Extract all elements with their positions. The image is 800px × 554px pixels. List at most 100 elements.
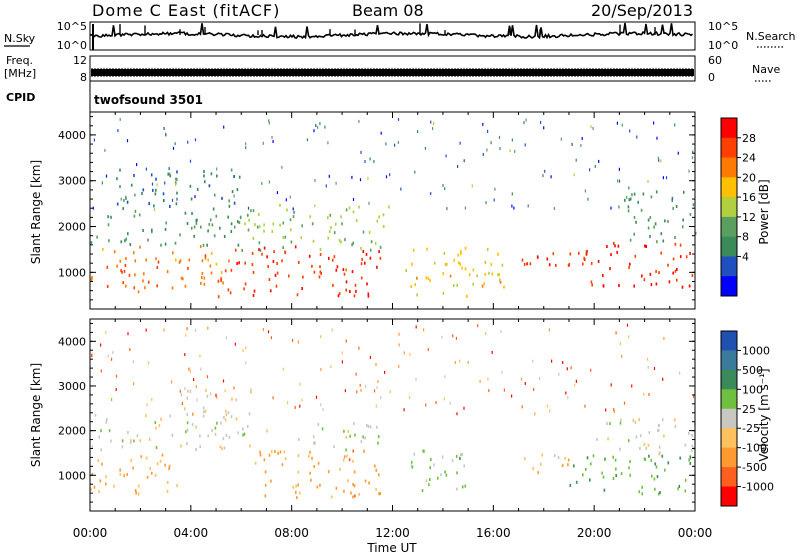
echo-cell <box>143 272 145 276</box>
echo-cell <box>108 239 110 243</box>
echo-cell <box>292 215 295 219</box>
echo-cell <box>249 444 251 448</box>
echo-cell <box>532 467 534 471</box>
echo-cell <box>160 243 162 247</box>
echo-cell <box>655 190 658 194</box>
echo-cell <box>376 265 378 269</box>
echo-cell <box>145 328 147 332</box>
echo-cell <box>415 377 417 381</box>
echo-cell <box>256 225 259 229</box>
echo-cell <box>210 271 213 275</box>
echo-cell <box>264 494 267 498</box>
echo-cell <box>338 292 341 295</box>
echo-cell <box>274 273 277 277</box>
echo-cell <box>634 420 637 424</box>
echo-cell <box>647 357 649 361</box>
echo-cell <box>335 268 338 272</box>
echo-cell <box>355 372 357 376</box>
echo-cell <box>107 223 110 227</box>
echo-cell <box>306 138 308 142</box>
echo-cell <box>483 282 485 286</box>
echo-cell <box>168 464 171 468</box>
echo-cell <box>155 257 157 261</box>
echo-cell <box>168 167 170 171</box>
echo-cell <box>619 447 621 451</box>
echo-cell <box>309 215 311 219</box>
echo-cell <box>208 222 211 226</box>
nsky-tick-top: 10^5 <box>57 20 87 33</box>
cpid-value: twofsound 3501 <box>94 93 203 107</box>
echo-cell <box>133 174 135 177</box>
echo-cell <box>276 262 278 265</box>
echo-cell <box>134 193 136 197</box>
echo-cell <box>649 234 651 238</box>
echo-cell <box>464 246 467 250</box>
echo-cell <box>136 434 139 438</box>
echo-cell <box>444 187 446 191</box>
echo-cell <box>188 258 191 262</box>
echo-cell <box>503 285 505 289</box>
echo-cell <box>614 244 616 248</box>
echo-cell <box>107 354 109 358</box>
power-colorbar: 28 24 20 16 12 8 4 <box>720 117 756 297</box>
echo-cell <box>369 248 372 252</box>
echo-cell <box>264 470 267 474</box>
echo-cell <box>580 144 582 147</box>
echo-cell <box>209 264 212 268</box>
x-axis-label: Time UT <box>366 541 417 554</box>
echo-cell <box>657 428 659 432</box>
echo-cell <box>322 408 324 411</box>
echo-cell <box>352 241 355 245</box>
echo-cell <box>128 273 131 277</box>
echo-cell <box>334 222 337 226</box>
echo-cell <box>678 484 681 488</box>
echo-cell <box>245 146 247 150</box>
echo-cell <box>174 142 176 146</box>
velocity-colorbar-label: Velocity [m s⁻¹] <box>757 368 771 461</box>
echo-cell <box>100 343 102 347</box>
echo-cell <box>266 255 268 259</box>
echo-cell <box>207 229 209 233</box>
echo-cell <box>150 173 153 177</box>
echo-cell <box>320 403 322 407</box>
echo-cell <box>445 473 448 477</box>
echo-cell <box>667 219 669 223</box>
echo-cell <box>263 246 266 250</box>
echo-cell <box>521 405 523 409</box>
echo-cell <box>148 437 151 441</box>
echo-cell <box>285 198 287 202</box>
echo-cell <box>254 461 257 465</box>
echo-cell <box>351 175 353 179</box>
echo-cell <box>221 447 223 451</box>
echo-cell <box>210 252 213 255</box>
echo-cell <box>568 263 571 266</box>
echo-cell <box>655 465 658 469</box>
echo-cell <box>539 376 541 380</box>
echo-cell <box>154 473 157 477</box>
echo-cell <box>345 339 347 343</box>
echo-cell <box>398 343 400 347</box>
echo-cell <box>193 378 195 381</box>
echo-cell <box>529 262 532 266</box>
echo-cell <box>162 199 165 202</box>
echo-cell <box>222 437 225 441</box>
echo-cell <box>186 428 189 432</box>
echo-cell <box>151 230 153 234</box>
echo-cell <box>451 459 454 463</box>
echo-cell <box>364 160 366 163</box>
echo-cell <box>149 467 151 470</box>
echo-cell <box>606 245 608 248</box>
echo-cell <box>200 281 202 285</box>
echo-cell <box>618 179 621 183</box>
echo-cell <box>358 205 360 209</box>
echo-cell <box>487 377 489 381</box>
x-tick-label: 00:00 <box>73 526 108 540</box>
echo-cell <box>105 174 108 178</box>
echo-cell <box>694 231 697 235</box>
echo-cell <box>295 484 297 488</box>
echo-cell <box>219 226 221 230</box>
echo-cell <box>674 123 676 127</box>
echo-cell <box>215 262 218 266</box>
echo-cell <box>94 413 97 417</box>
